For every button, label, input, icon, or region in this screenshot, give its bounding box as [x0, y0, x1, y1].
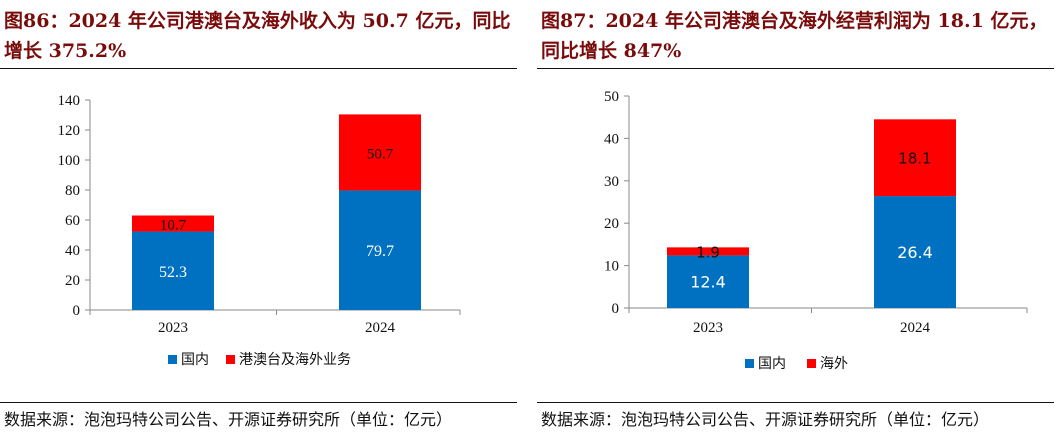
y-tick-label: 80 [65, 183, 80, 199]
title-divider [0, 68, 517, 69]
bar-segment [874, 196, 956, 308]
data-label: 50.7 [367, 146, 394, 162]
chart-title: 图86：2024 年公司港澳台及海外收入为 50.7 亿元，同比增长 375.2… [4, 10, 511, 62]
legend-label: 海外 [820, 356, 848, 372]
legend-swatch [807, 359, 816, 368]
bar-segment [667, 247, 749, 256]
y-tick-label: 20 [604, 216, 619, 232]
chart-operating-profit: 0 10 20 30 40 50 12.4 1.9 2023 26.4 18.1 2024 国内 海外 [604, 89, 1028, 372]
x-tick-label: 2024 [365, 320, 396, 336]
bar-segment [132, 215, 214, 232]
x-tick-label: 2024 [900, 320, 931, 336]
data-label: 26.4 [897, 243, 933, 262]
y-tick-label: 0 [612, 301, 620, 317]
data-label: 10.7 [160, 218, 187, 234]
bar-segment [667, 255, 749, 308]
data-label: 12.4 [690, 273, 726, 292]
legend-swatch [226, 355, 235, 364]
y-tick-label: 0 [73, 303, 81, 319]
data-label: 79.7 [366, 243, 394, 260]
y-tick-label: 50 [604, 89, 619, 105]
y-tick-label: 60 [65, 213, 80, 229]
y-tick-label: 40 [604, 131, 619, 147]
chart-title: 图87：2024 年公司港澳台及海外经营利润为 18.1 亿元，同比增长 847… [541, 10, 1048, 62]
source-divider [0, 402, 517, 403]
y-tick-label: 140 [58, 93, 81, 109]
x-tick-label: 2023 [158, 320, 188, 336]
y-tick-label: 30 [604, 174, 619, 190]
legend-label: 国内 [758, 356, 786, 372]
data-label: 1.9 [696, 243, 720, 261]
data-label: 18.1 [898, 150, 931, 168]
source-divider [537, 402, 1054, 403]
data-label: 52.3 [159, 264, 187, 281]
legend-swatch [168, 355, 177, 364]
y-tick-label: 10 [604, 259, 619, 275]
bar-segment [132, 231, 214, 310]
bar-segment [339, 190, 421, 310]
chart-panel-left: 图86：2024 年公司港澳台及海外收入为 50.7 亿元，同比增长 375.2… [0, 0, 520, 437]
bar-segment [339, 114, 421, 191]
y-tick-label: 120 [58, 123, 81, 139]
legend-label: 国内 [181, 352, 209, 368]
y-tick-label: 40 [65, 243, 80, 259]
legend-swatch [745, 359, 754, 368]
chart-revenue: 0 20 40 60 80 100 120 140 52.3 10.7 2023 79.7 50.7 20… [58, 93, 461, 368]
y-tick-label: 20 [65, 273, 80, 289]
chart-source: 数据来源：泡泡玛特公司公告、开源证券研究所（单位：亿元） [4, 410, 453, 429]
bar-segment [874, 119, 956, 197]
x-tick-label: 2023 [693, 320, 723, 336]
legend-label: 港澳台及海外业务 [239, 352, 351, 368]
title-divider [537, 68, 1054, 69]
y-tick-label: 100 [58, 153, 81, 169]
chart-source: 数据来源：泡泡玛特公司公告、开源证券研究所（单位：亿元） [541, 410, 990, 429]
chart-panel-right: 图87：2024 年公司港澳台及海外经营利润为 18.1 亿元，同比增长 847… [537, 0, 1057, 437]
